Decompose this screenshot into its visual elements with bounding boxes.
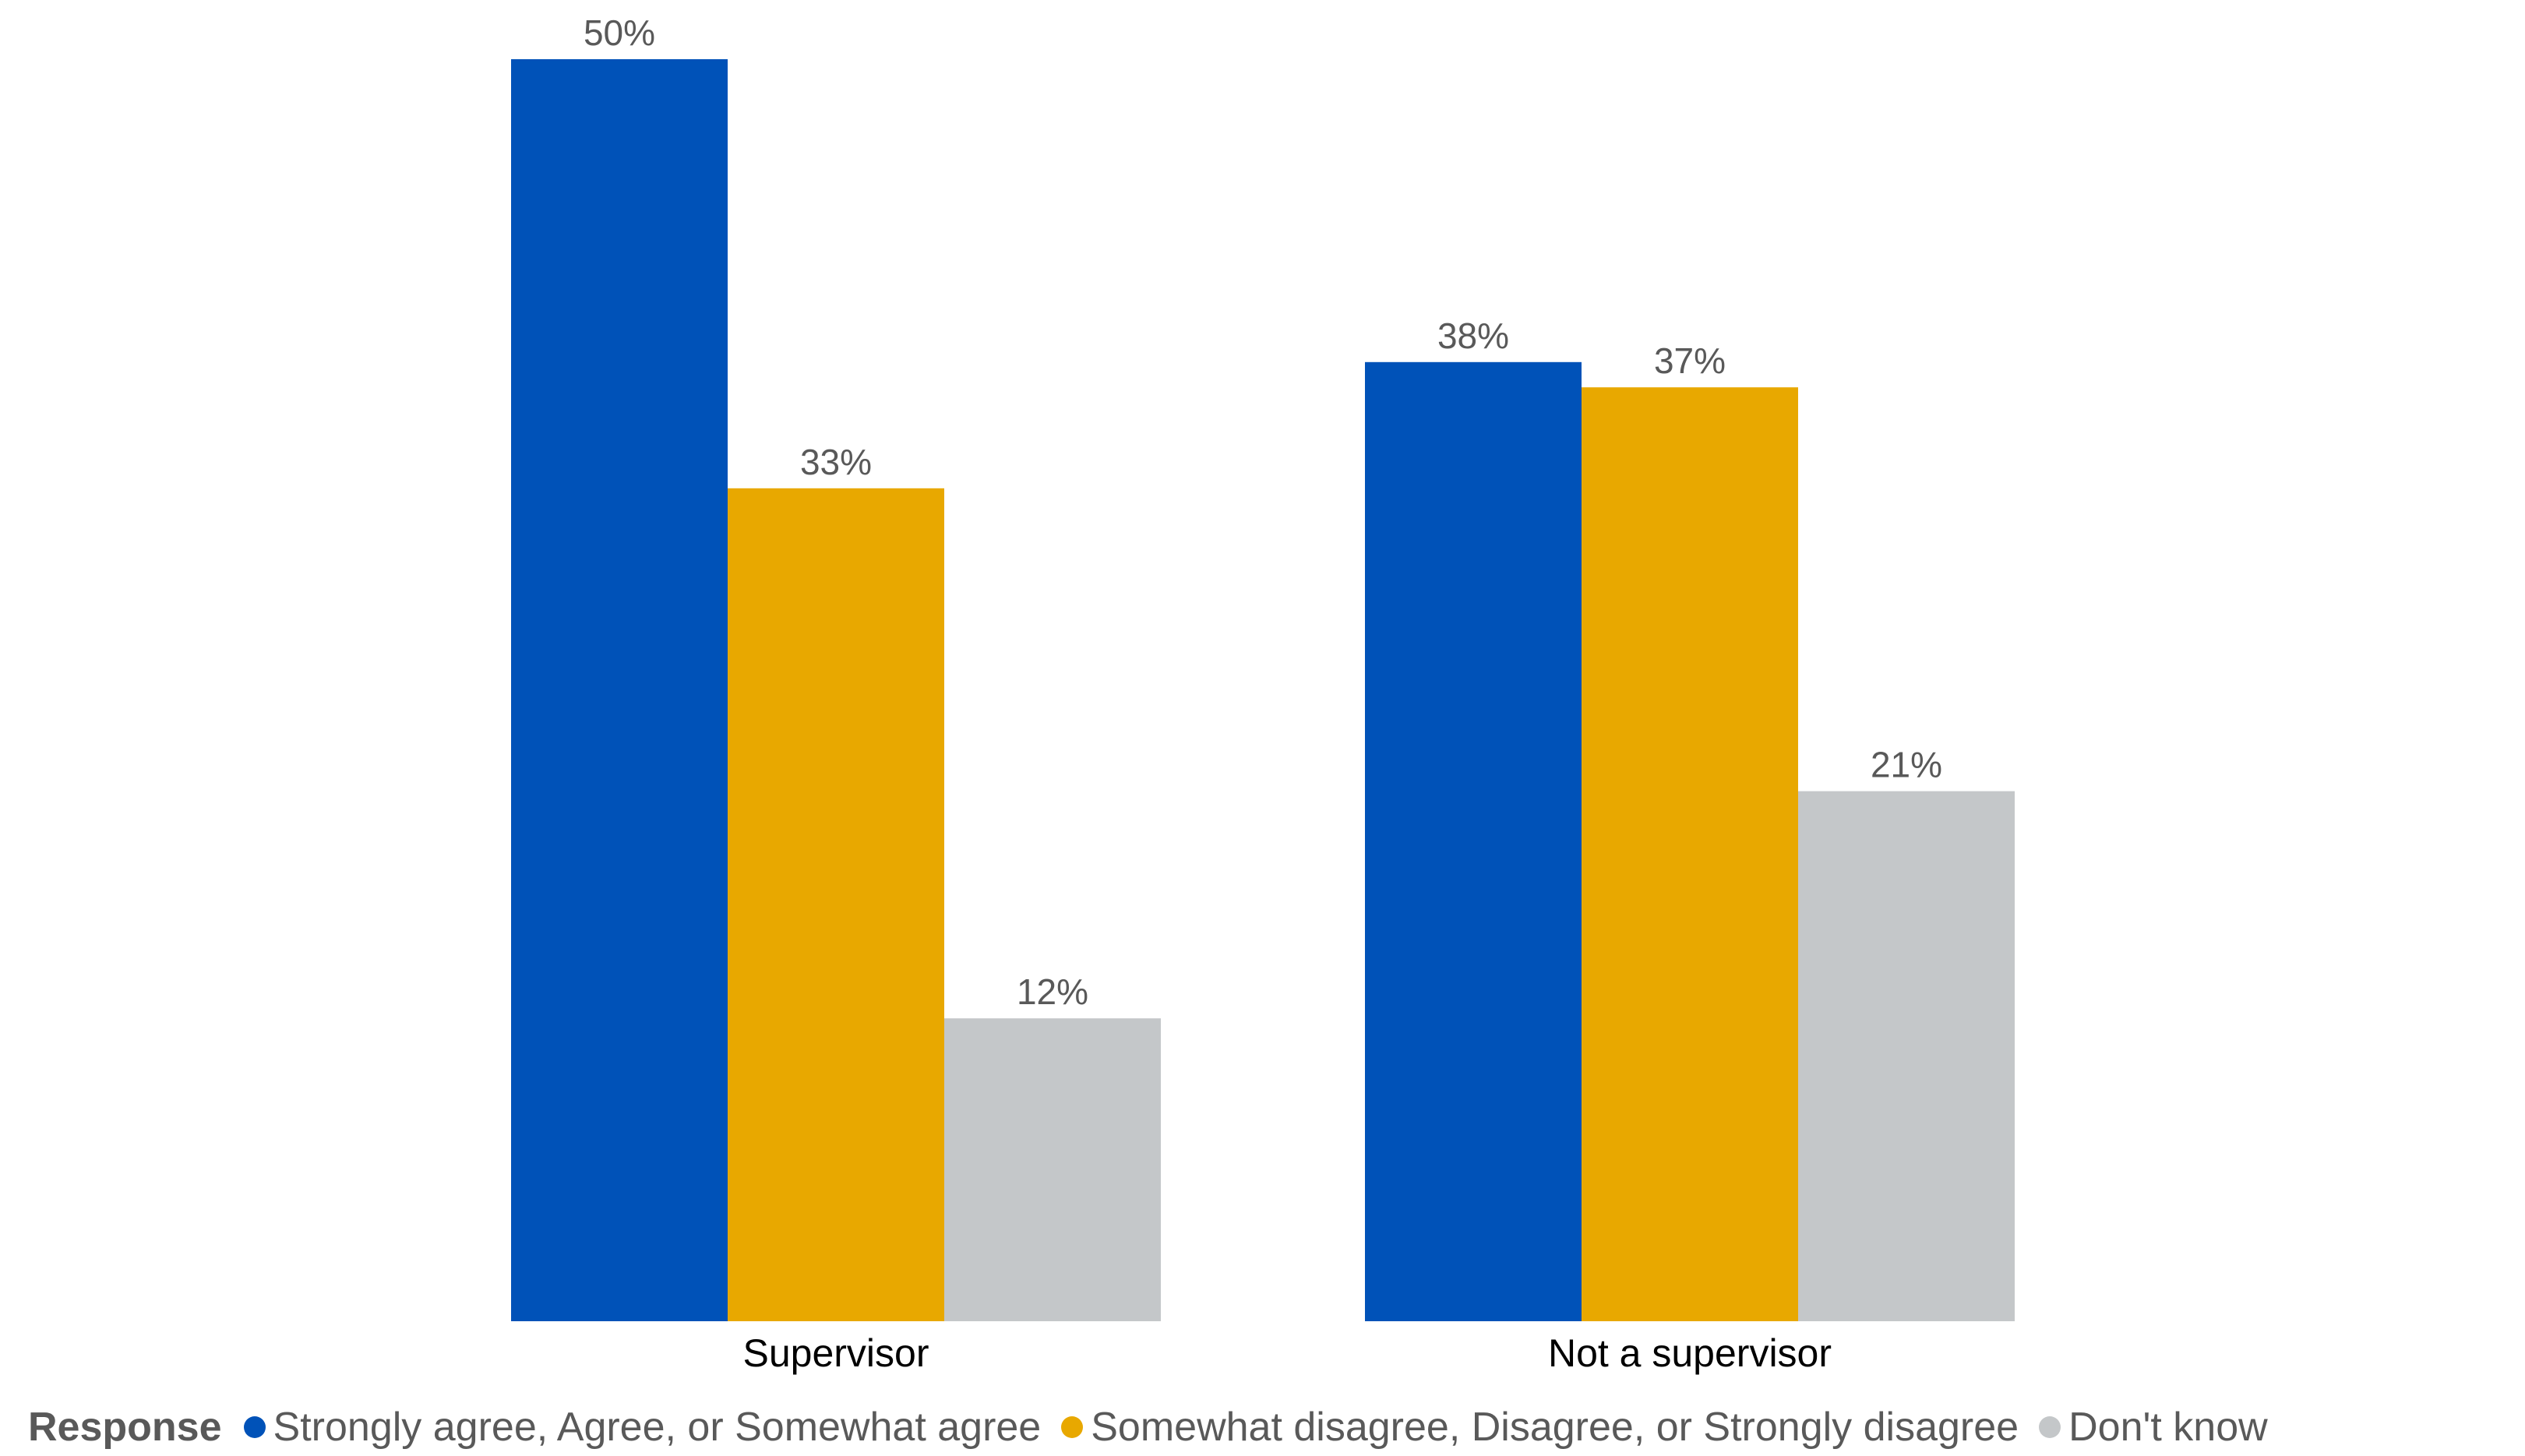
- bar-supervisor-disagree: [728, 488, 944, 1321]
- bar-supervisor-dont-know: [944, 1018, 1161, 1321]
- bar-not-supervisor-dont-know: [1798, 791, 2015, 1321]
- bar-supervisor-agree: [511, 59, 728, 1321]
- data-label-not-supervisor-disagree: 37%: [1654, 340, 1726, 381]
- x-tick-label-not-supervisor: Not a supervisor: [1548, 1331, 1832, 1375]
- legend-dot-dont-know: [2039, 1416, 2061, 1438]
- legend-dot-agree: [243, 1416, 266, 1438]
- legend-label-disagree: Somewhat disagree, Disagree, or Strongly…: [1091, 1405, 2019, 1450]
- data-label-not-supervisor-dont-know: 21%: [1871, 745, 1942, 785]
- legend-label-agree: Strongly agree, Agree, or Somewhat agree: [273, 1405, 1042, 1450]
- legend-dot-disagree: [1061, 1416, 1084, 1438]
- x-tick-label-supervisor: Supervisor: [743, 1331, 929, 1375]
- bar-not-supervisor-disagree: [1582, 387, 1798, 1322]
- legend-title: Response: [28, 1405, 222, 1450]
- data-label-supervisor-disagree: 33%: [800, 442, 872, 482]
- data-label-supervisor-dont-know: 12%: [1017, 971, 1088, 1012]
- legend-item-dont-know: Don't know: [2039, 1404, 2268, 1451]
- bar-not-supervisor-agree: [1365, 361, 1582, 1321]
- legend-label-dont-know: Don't know: [2068, 1405, 2268, 1450]
- data-label-supervisor-agree: 50%: [584, 12, 655, 53]
- data-label-not-supervisor-agree: 38%: [1437, 316, 1509, 356]
- legend-item-agree: Strongly agree, Agree, or Somewhat agree: [243, 1404, 1042, 1451]
- legend-item-disagree: Somewhat disagree, Disagree, or Strongly…: [1061, 1404, 2019, 1451]
- legend: Response Strongly agree, Agree, or Somew…: [28, 1399, 2288, 1455]
